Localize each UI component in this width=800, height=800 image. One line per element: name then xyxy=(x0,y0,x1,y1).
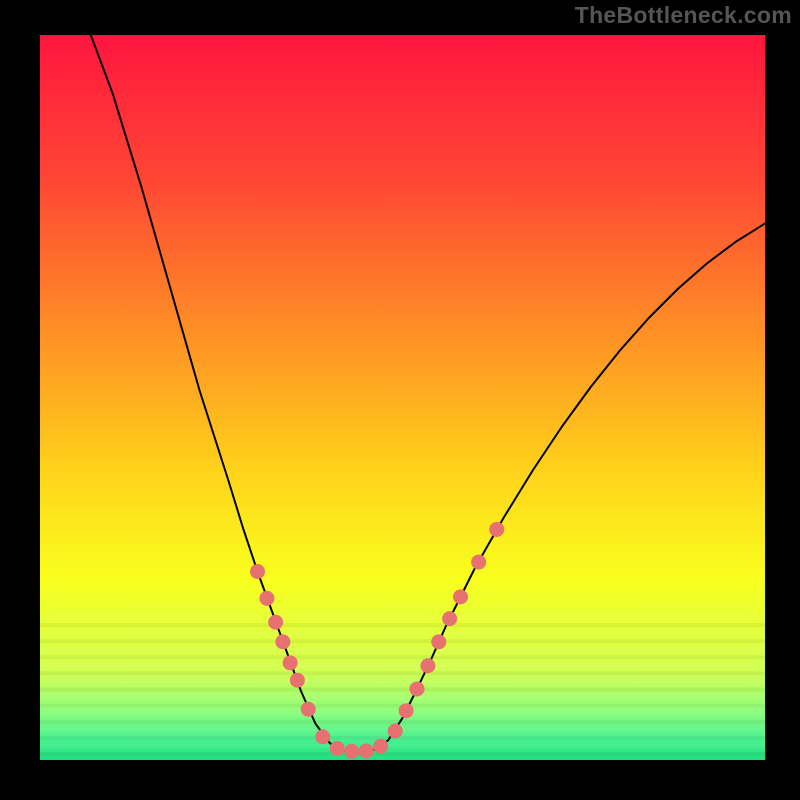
data-marker xyxy=(373,739,388,754)
data-marker xyxy=(410,681,425,696)
data-marker xyxy=(250,564,265,579)
data-marker xyxy=(420,658,435,673)
bottleneck-chart xyxy=(0,0,800,800)
data-marker xyxy=(283,655,298,670)
data-marker xyxy=(290,673,305,688)
data-marker xyxy=(259,591,274,606)
data-marker xyxy=(268,615,283,630)
watermark-text: TheBottleneck.com xyxy=(575,0,800,29)
data-marker xyxy=(471,555,486,570)
data-marker xyxy=(275,634,290,649)
data-marker xyxy=(315,729,330,744)
data-marker xyxy=(489,522,504,537)
data-marker xyxy=(301,702,316,717)
data-marker xyxy=(442,611,457,626)
data-marker xyxy=(330,741,345,756)
data-marker xyxy=(388,724,403,739)
data-marker xyxy=(359,743,374,758)
data-marker xyxy=(344,744,359,759)
data-marker xyxy=(431,634,446,649)
data-marker xyxy=(453,589,468,604)
data-marker xyxy=(399,703,414,718)
